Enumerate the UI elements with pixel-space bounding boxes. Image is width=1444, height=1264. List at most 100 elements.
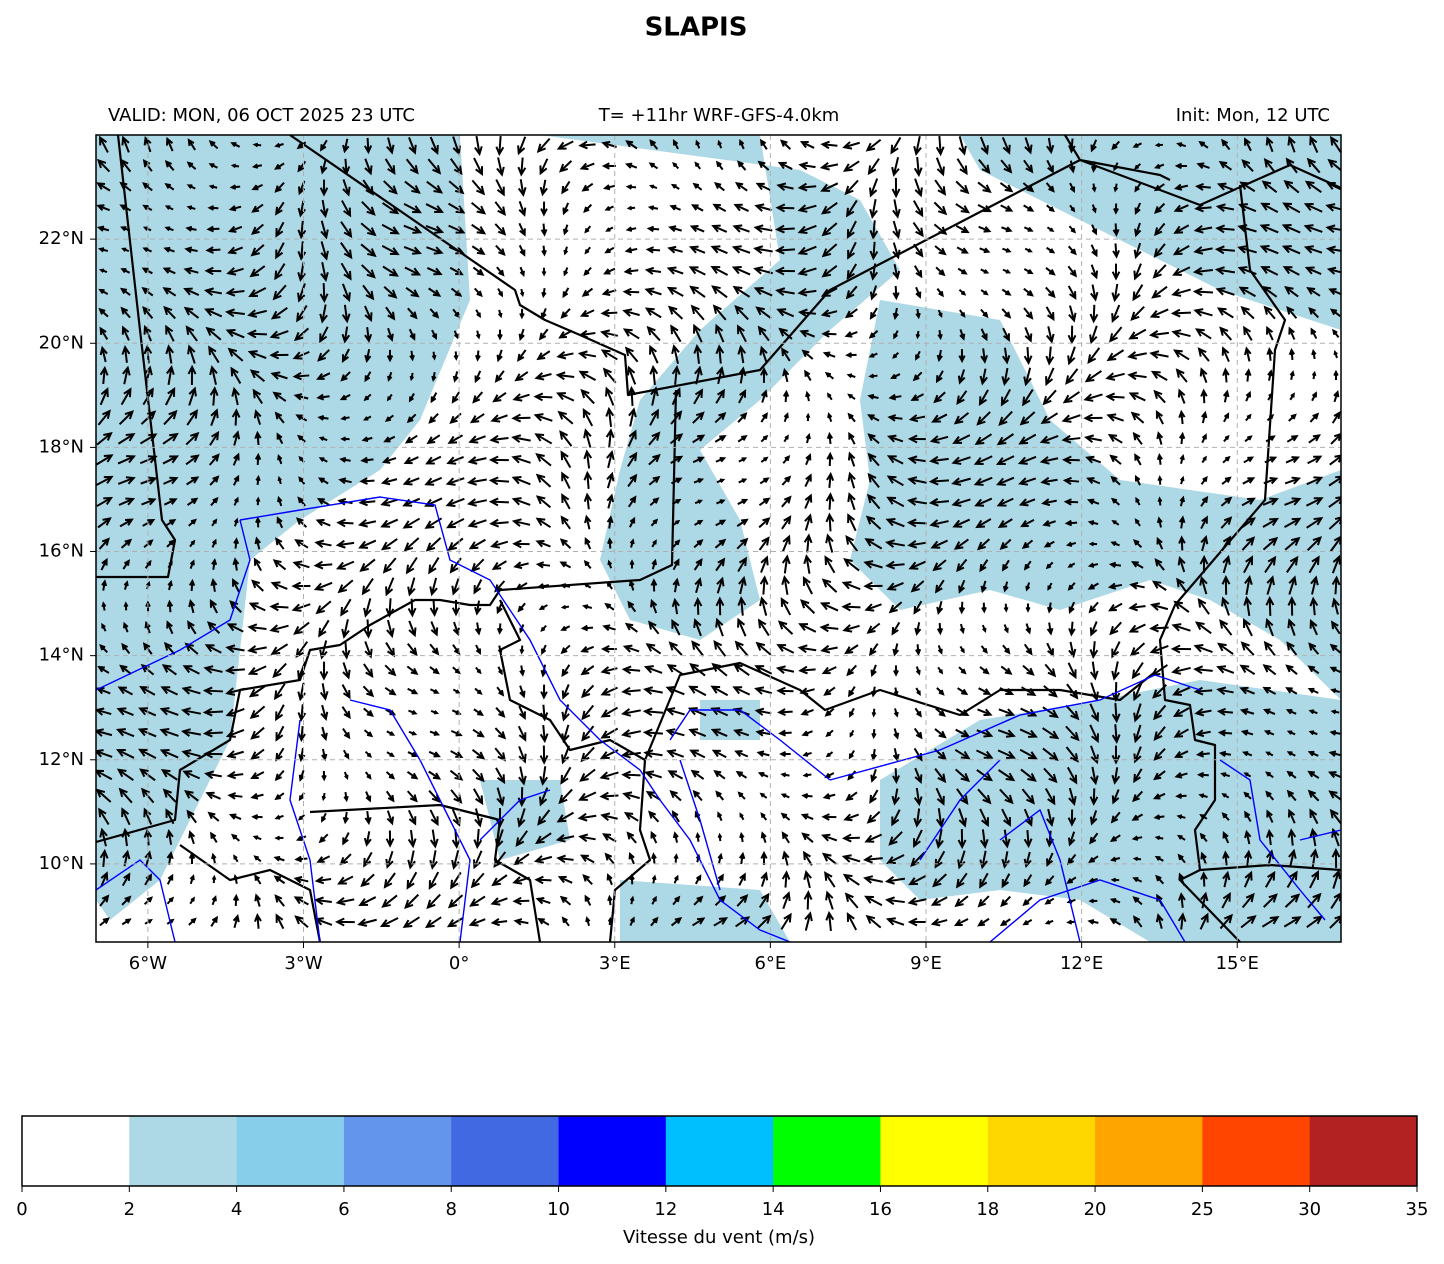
wind-arrow xyxy=(603,184,616,191)
wind-arrow xyxy=(1262,497,1279,506)
wind-arrow xyxy=(470,558,485,573)
wind-arrow xyxy=(1156,453,1163,465)
wind-arrow xyxy=(711,224,728,233)
wind-arrow xyxy=(804,911,813,931)
wind-arrow xyxy=(163,305,176,320)
wind-arrow xyxy=(1244,368,1252,382)
wind-arrow xyxy=(1178,409,1186,425)
wind-arrow xyxy=(756,750,770,758)
wind-arrow xyxy=(1039,456,1059,465)
wind-arrow xyxy=(319,683,329,701)
wind-arrow xyxy=(625,162,638,169)
wind-arrow xyxy=(428,750,441,758)
wind-arrow xyxy=(1042,519,1056,527)
wind-arrow xyxy=(714,895,727,907)
wind-arrow xyxy=(559,430,573,447)
wind-arrow xyxy=(779,751,791,757)
wind-arrow xyxy=(466,498,488,507)
x-tick-label: 0° xyxy=(449,953,469,974)
wind-arrow xyxy=(1151,285,1168,299)
wind-arrow xyxy=(511,434,531,443)
wind-arrow xyxy=(210,496,219,507)
wind-arrow xyxy=(1172,266,1191,276)
wind-arrow xyxy=(1154,163,1165,169)
wind-arrow xyxy=(252,388,264,405)
wind-arrow xyxy=(928,476,950,486)
wind-arrow xyxy=(1110,811,1121,824)
wind-arrow xyxy=(248,287,267,298)
wind-arrow xyxy=(317,349,330,362)
wind-arrow xyxy=(386,349,394,363)
y-tick-label: 10°N xyxy=(39,853,84,874)
wind-arrow xyxy=(431,351,437,361)
wind-arrow xyxy=(783,434,789,443)
wind-arrow xyxy=(204,308,223,318)
wind-arrow xyxy=(295,414,308,422)
wind-arrow xyxy=(429,688,440,694)
wind-arrow xyxy=(935,808,945,829)
wind-arrow xyxy=(534,875,552,885)
wind-arrow xyxy=(1286,641,1298,656)
wind-arrow xyxy=(1088,541,1098,547)
wind-arrow xyxy=(802,751,812,757)
wind-arrow xyxy=(717,852,723,864)
wind-arrow xyxy=(1307,892,1322,909)
wind-arrow xyxy=(1193,644,1213,653)
wind-arrow xyxy=(1084,434,1102,444)
wind-arrow xyxy=(648,620,660,635)
wind-arrow xyxy=(956,158,968,176)
wind-arrow xyxy=(1173,728,1189,738)
wind-arrow xyxy=(665,686,685,696)
wind-arrow xyxy=(1089,641,1099,660)
wind-arrow xyxy=(689,285,706,298)
wind-arrow xyxy=(757,914,772,929)
wind-arrow xyxy=(648,162,659,170)
wind-arrow xyxy=(1106,349,1125,362)
wind-arrow xyxy=(540,201,548,217)
wind-arrow xyxy=(1155,874,1165,885)
wind-arrow xyxy=(1288,413,1297,422)
wind-arrow xyxy=(297,283,306,303)
wind-arrow xyxy=(407,829,417,849)
wind-arrow xyxy=(1132,431,1143,445)
wind-arrow xyxy=(385,577,395,597)
wind-arrow xyxy=(255,516,261,528)
wind-arrow xyxy=(1262,708,1276,715)
wind-arrow xyxy=(584,514,592,530)
wind-arrow xyxy=(364,771,372,780)
wind-arrow xyxy=(958,579,966,594)
wind-arrow xyxy=(1329,666,1341,674)
wind-arrow xyxy=(775,665,795,674)
wind-arrow xyxy=(758,497,771,507)
wind-arrow xyxy=(208,140,219,150)
wind-arrow xyxy=(117,686,133,696)
wind-arrow xyxy=(208,345,220,364)
wind-arrow xyxy=(472,728,485,738)
wind-arrow xyxy=(249,705,266,720)
wind-arrow xyxy=(580,624,594,632)
wind-arrow xyxy=(1286,305,1298,319)
wind-arrow xyxy=(780,772,790,778)
wind-arrow xyxy=(689,224,705,233)
wind-arrow xyxy=(121,345,131,363)
wind-arrow xyxy=(1023,307,1034,320)
wind-arrow xyxy=(202,728,223,738)
wind-arrow xyxy=(715,323,725,343)
wind-arrow xyxy=(825,729,834,738)
wind-arrow xyxy=(933,201,948,216)
wind-arrow xyxy=(800,708,814,716)
wind-arrow xyxy=(1262,536,1279,551)
wind-arrow xyxy=(210,408,219,426)
wind-arrow xyxy=(1020,768,1037,782)
wind-arrow xyxy=(710,265,729,276)
wind-arrow xyxy=(629,916,635,926)
wind-arrow xyxy=(340,262,352,281)
wind-arrow xyxy=(1306,915,1324,928)
wind-arrow xyxy=(475,330,481,340)
rivers xyxy=(96,496,1341,942)
wind-arrow xyxy=(1262,664,1277,676)
wind-arrow xyxy=(342,662,351,680)
wind-arrow xyxy=(645,246,661,254)
wind-arrow xyxy=(1222,389,1230,403)
y-tick-label: 12°N xyxy=(39,749,84,770)
